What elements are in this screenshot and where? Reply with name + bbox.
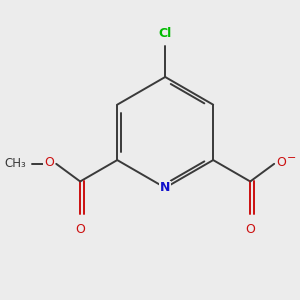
Text: Cl: Cl: [159, 28, 172, 40]
Text: O: O: [277, 156, 286, 169]
Text: N: N: [160, 181, 170, 194]
Text: O: O: [44, 156, 54, 169]
Text: −: −: [287, 153, 296, 163]
Text: O: O: [75, 223, 85, 236]
Text: O: O: [245, 223, 255, 236]
Text: CH₃: CH₃: [4, 157, 26, 170]
